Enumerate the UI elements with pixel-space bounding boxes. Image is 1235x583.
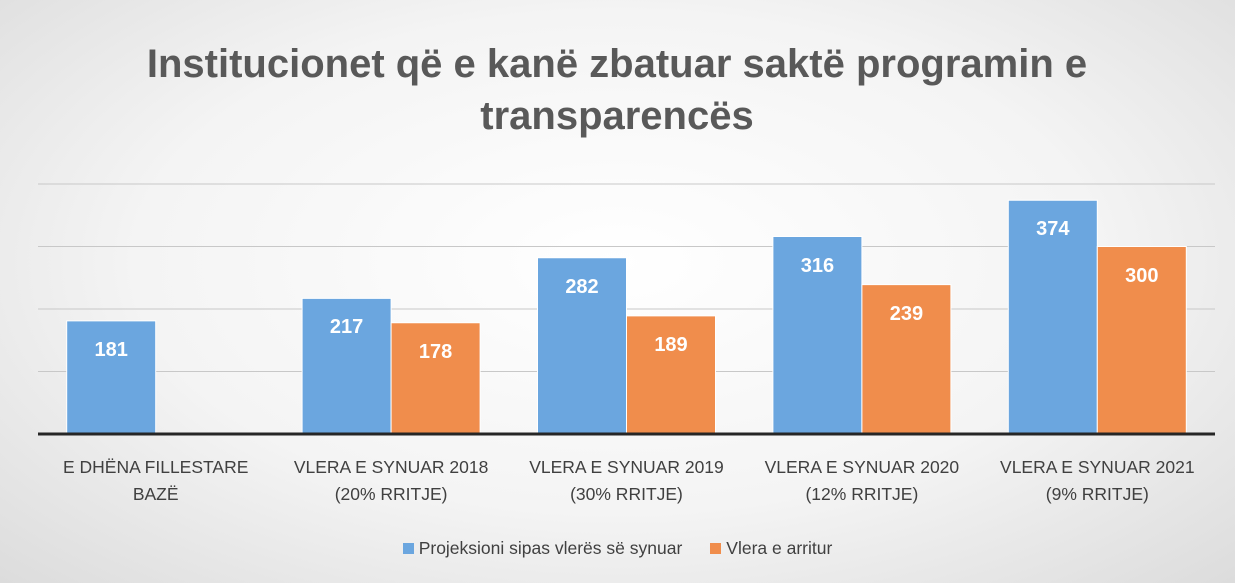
legend-label: Vlera e arritur	[726, 538, 833, 558]
chart-title: Institucionet që e kanë zbatuar saktë pr…	[146, 42, 1088, 138]
x-tick-label: E DHËNA FILLESTARE BAZË	[62, 457, 249, 504]
value-label: 282	[565, 275, 599, 298]
bar	[1096, 246, 1187, 435]
legend-swatch	[710, 543, 722, 554]
bar	[66, 320, 157, 435]
x-tick-label: VLERA E SYNUAR 2020 (12% RRITJE)	[764, 457, 960, 504]
value-label: 178	[418, 340, 453, 363]
bar	[537, 257, 627, 435]
value-label: 316	[800, 254, 835, 277]
legend: Projeksioni sipas vlerës së synuar Vlera …	[0, 538, 1235, 559]
legend-item: Projeksioni sipas vlerës së synuar	[402, 538, 683, 559]
legend-item: Vlera e arritur	[710, 538, 832, 559]
bar	[626, 315, 716, 435]
x-tick-label: VLERA E SYNUAR 2021 (9% RRITJE)	[1000, 457, 1195, 504]
value-label: 374	[1036, 218, 1070, 241]
legend-swatch	[402, 543, 414, 554]
x-tick-label: VLERA E SYNUAR 2019 (30% RRITJE)	[529, 457, 724, 504]
x-tick-label: VLERA E SYNUAR 2018 (20% RRITJE)	[293, 457, 489, 504]
bar	[772, 236, 863, 435]
value-label: 189	[654, 333, 688, 356]
value-label: 181	[94, 338, 128, 361]
value-label: 239	[889, 302, 924, 325]
value-label: 300	[1125, 264, 1159, 287]
value-label: 217	[329, 316, 364, 339]
bar	[861, 284, 952, 435]
bar	[390, 322, 481, 435]
legend-label: Projeksioni sipas vlerës së synuar	[418, 538, 683, 558]
